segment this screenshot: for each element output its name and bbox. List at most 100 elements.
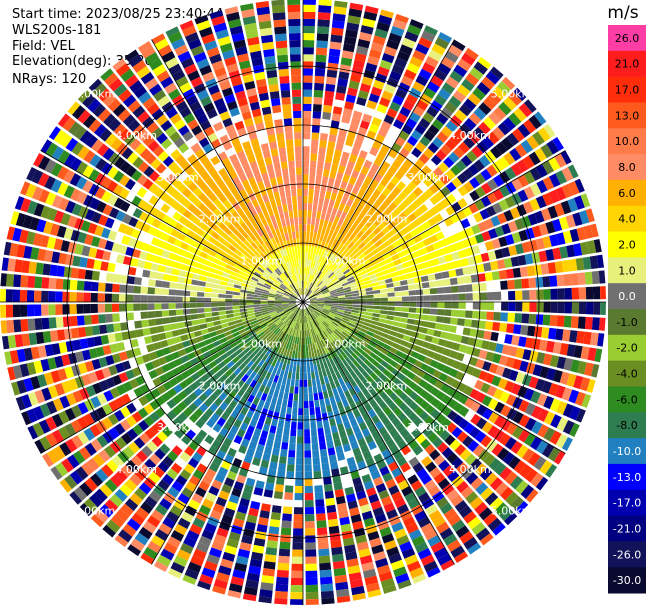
gate-cell <box>323 293 331 297</box>
gate-cell <box>329 532 341 542</box>
gate-cell <box>250 138 260 148</box>
gate-cell <box>153 484 166 497</box>
gate-cell <box>346 324 354 330</box>
gate-cell <box>238 397 247 407</box>
gate-cell <box>274 236 280 244</box>
gate-cell <box>202 232 211 241</box>
gate-cell <box>243 117 254 127</box>
gate-cell <box>178 328 187 335</box>
gate-cell <box>373 302 381 306</box>
gate-cell <box>487 517 502 532</box>
ray <box>308 306 549 491</box>
gate-cell <box>228 244 237 253</box>
gate-cell <box>235 359 243 368</box>
gate-cell <box>388 484 400 496</box>
gate-cell <box>303 358 307 366</box>
gate-cell <box>267 239 274 247</box>
gate-cell <box>398 358 408 367</box>
gate-cell <box>204 176 215 187</box>
gate-cell <box>242 347 251 355</box>
gate-cell <box>337 78 349 87</box>
gate-cell <box>264 156 273 166</box>
gate-cell <box>187 332 196 340</box>
gate-cell <box>246 447 255 457</box>
gate-cell <box>201 33 216 45</box>
ray <box>307 307 506 536</box>
gate-cell <box>296 457 303 465</box>
gate-cell <box>349 224 357 233</box>
gate-cell <box>304 443 311 451</box>
gate-cell <box>255 329 263 336</box>
gate-cell <box>242 239 251 247</box>
gate-cell <box>30 247 40 260</box>
gate-cell <box>434 202 445 213</box>
gate-cell <box>268 357 275 366</box>
gate-cell <box>97 293 105 302</box>
gate-cell <box>217 235 226 244</box>
gate-cell <box>274 318 281 325</box>
gate-cell <box>275 228 281 236</box>
gate-cell <box>155 114 169 126</box>
gate-cell <box>529 198 541 212</box>
gate-cell <box>322 390 329 399</box>
gate-cell <box>185 326 194 334</box>
ray <box>14 196 297 300</box>
gate-cell <box>105 377 116 389</box>
gate-cell <box>516 159 529 173</box>
gate-cell <box>287 286 294 292</box>
gate-cell <box>275 345 281 353</box>
gate-cell <box>445 357 456 367</box>
gate-cell <box>243 586 258 596</box>
gate-cell <box>531 405 543 419</box>
gate-cell <box>20 319 29 332</box>
ray <box>7 303 297 381</box>
gate-cell <box>239 104 250 114</box>
gate-cell <box>198 403 209 413</box>
gate-cell <box>322 322 329 329</box>
gate-cell <box>287 356 292 365</box>
station-line: WLS200s-181 <box>12 23 101 38</box>
gate-cell <box>187 203 197 213</box>
gate-cell <box>447 470 460 483</box>
gate-cell <box>474 431 487 443</box>
gate-cell <box>470 274 479 283</box>
gate-cell <box>290 428 297 437</box>
gate-cell <box>198 137 210 148</box>
gate-cell <box>311 125 320 133</box>
gate-cell <box>399 106 411 118</box>
gate-cell <box>246 124 256 134</box>
gate-cell <box>341 281 350 287</box>
gate-cell <box>455 525 470 539</box>
gate-cell <box>337 295 346 298</box>
gate-cell <box>294 314 298 322</box>
gate-cell <box>376 340 386 348</box>
gate-cell <box>259 321 267 327</box>
gate-cell <box>534 147 547 162</box>
gate-cell <box>349 332 357 339</box>
gate-cell <box>578 302 587 315</box>
gate-cell <box>363 280 372 285</box>
gate-cell <box>53 238 64 251</box>
gate-cell <box>257 359 265 368</box>
gate-cell <box>286 319 292 326</box>
gate-cell <box>536 352 546 364</box>
gate-cell <box>16 379 27 394</box>
gate-cell <box>591 317 600 331</box>
gate-cell <box>373 297 381 302</box>
gate-cell <box>305 542 316 550</box>
gate-cell <box>89 197 101 210</box>
gate-cell <box>171 37 186 50</box>
gate-cell <box>297 281 300 289</box>
gate-cell <box>506 132 520 147</box>
gate-cell <box>303 75 313 83</box>
gate-cell <box>485 70 500 85</box>
gate-cell <box>468 131 481 145</box>
gate-cell <box>347 241 355 249</box>
gate-cell <box>306 274 309 282</box>
gate-cell <box>354 322 363 328</box>
gate-cell <box>225 248 234 256</box>
gate-cell <box>546 367 557 381</box>
gate-cell <box>380 177 390 187</box>
gate-cell <box>249 161 258 170</box>
gate-cell <box>100 334 110 345</box>
